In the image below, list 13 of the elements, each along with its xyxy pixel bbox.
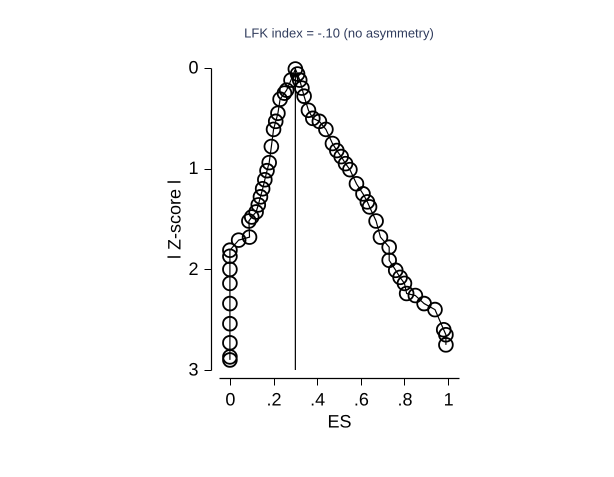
y-tick-label: 3	[188, 360, 198, 380]
y-tick-label: 2	[188, 258, 198, 279]
x-tick-label: .8	[397, 390, 412, 410]
x-tick-label: 0	[225, 390, 236, 410]
x-tick-label: .2	[266, 390, 282, 410]
y-tick-label: 1	[188, 158, 198, 178]
y-tick-label: 0	[188, 58, 198, 78]
chart-title: LFK index = -.10 (no asymmetry)	[244, 26, 434, 41]
y-axis-title: l Z-score l	[164, 180, 184, 260]
x-tick-label: .4	[310, 390, 326, 410]
x-tick-label: 1	[444, 390, 454, 410]
x-axis-title: ES	[327, 412, 352, 432]
x-tick-label: .6	[354, 390, 369, 410]
